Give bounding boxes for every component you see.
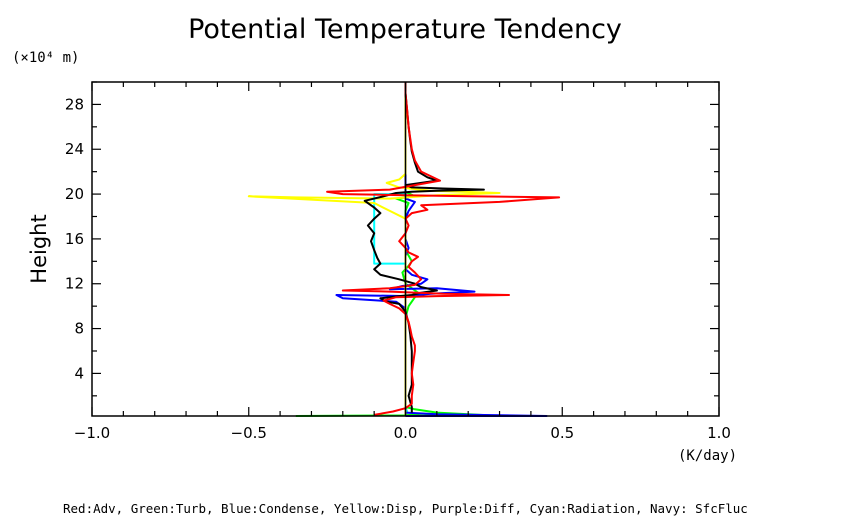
y-tick-label: 16 bbox=[65, 230, 84, 248]
series-line-5 bbox=[326, 82, 561, 416]
ticks: −1.0 −0.5 0.0 0.5 1.0 4 8 12 16 20 24 28 bbox=[65, 81, 731, 442]
y-tick-label: 28 bbox=[65, 95, 84, 113]
x-tick-label: −0.5 bbox=[231, 424, 267, 442]
legend: Red:Adv, Green:Turb, Blue:Condense, Yell… bbox=[63, 501, 748, 516]
y-tick-label: 8 bbox=[74, 320, 84, 338]
x-tick-label: 0.0 bbox=[394, 424, 418, 442]
y-tick-label: 12 bbox=[65, 275, 84, 293]
y-tick-label: 24 bbox=[65, 140, 84, 158]
x-tick-label: 0.5 bbox=[550, 424, 574, 442]
y-unit-label: (×10⁴ m) bbox=[12, 50, 79, 66]
series-layer bbox=[247, 82, 561, 417]
chart-title: Potential Temperature Tendency bbox=[188, 14, 622, 45]
x-tick-label: 1.0 bbox=[707, 424, 731, 442]
series-line-4 bbox=[363, 82, 485, 413]
series-line-1 bbox=[295, 82, 492, 417]
series-line-2 bbox=[335, 82, 548, 417]
series-line-0 bbox=[373, 82, 409, 417]
plot-frame bbox=[91, 81, 720, 417]
x-tick-label: −1.0 bbox=[74, 424, 110, 442]
x-unit-label: (K/day) bbox=[678, 448, 737, 464]
y-tick-label: 4 bbox=[74, 364, 84, 382]
y-tick-label: 20 bbox=[65, 185, 84, 203]
y-axis-label: Height bbox=[27, 214, 51, 283]
